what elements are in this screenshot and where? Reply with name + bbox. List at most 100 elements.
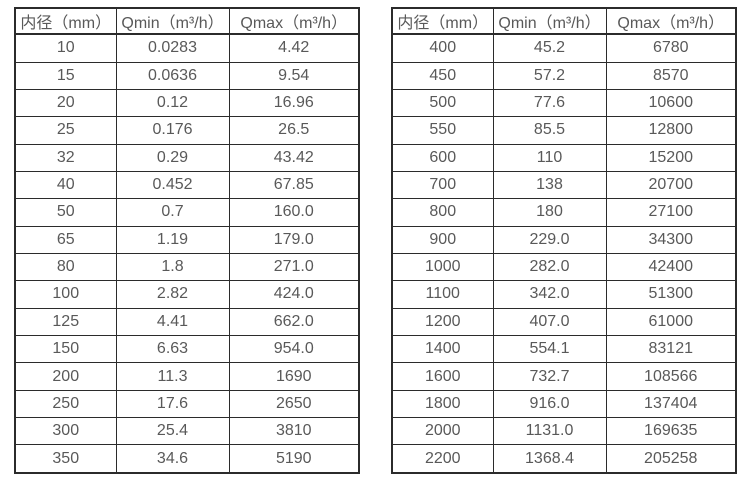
table-cell: 85.5 (492, 116, 607, 145)
table-row: 900 229.0 34300 (391, 225, 737, 254)
table-cell: 15 (14, 61, 117, 90)
table-cell: 27100 (605, 198, 737, 227)
table-cell: 0.0636 (115, 61, 230, 90)
header-row: 内径（mm） Qmin（m³/h） Qmax（m³/h） (14, 7, 360, 35)
table-row: 150 6.63 954.0 (14, 334, 360, 364)
table-cell: 77.6 (492, 88, 607, 118)
table-row: 10 0.0283 4.42 (14, 33, 360, 63)
table-cell: 0.7 (115, 198, 230, 227)
table-row: 1000 282.0 42400 (391, 252, 737, 282)
table-row: 1400 554.1 83121 (391, 334, 737, 364)
table-cell: 40 (14, 170, 117, 200)
table-row: 700 138 20700 (391, 170, 737, 200)
column-header: 内径（mm） (14, 7, 117, 35)
table-cell: 600 (391, 143, 494, 172)
table-cell: 1131.0 (492, 417, 607, 446)
table-cell: 26.5 (228, 116, 360, 145)
table-row: 550 85.5 12800 (391, 116, 737, 145)
table-cell: 10 (14, 33, 117, 63)
flow-table-small-diameters: 内径（mm） Qmin（m³/h） Qmax（m³/h） 10 0.0283 4.42 15… (14, 7, 360, 474)
table-cell: 150 (14, 334, 117, 364)
table-cell: 4.42 (228, 33, 360, 63)
table-cell: 800 (391, 198, 494, 227)
table-cell: 45.2 (492, 33, 607, 63)
table-cell: 2200 (391, 444, 494, 474)
table-cell: 50 (14, 198, 117, 227)
table-cell: 1000 (391, 252, 494, 282)
table-cell: 100 (14, 280, 117, 309)
table-cell: 25.4 (115, 417, 230, 446)
table-cell: 160.0 (228, 198, 360, 227)
table-cell: 57.2 (492, 61, 607, 90)
table-cell: 1690 (228, 362, 360, 391)
table-cell: 8570 (605, 61, 737, 90)
table-row: 300 25.4 3810 (14, 417, 360, 446)
table-cell: 900 (391, 225, 494, 254)
table-cell: 250 (14, 389, 117, 419)
table-row: 250 17.6 2650 (14, 389, 360, 419)
table-cell: 700 (391, 170, 494, 200)
table-row: 1100 342.0 51300 (391, 280, 737, 309)
table-cell: 43.42 (228, 143, 360, 172)
table-cell: 4.41 (115, 307, 230, 337)
table-cell: 0.29 (115, 143, 230, 172)
table-cell: 67.85 (228, 170, 360, 200)
table-cell: 61000 (605, 307, 737, 337)
table-cell: 2650 (228, 389, 360, 419)
table-cell: 34300 (605, 225, 737, 254)
table-cell: 80 (14, 252, 117, 282)
table-row: 2200 1368.4 205258 (391, 444, 737, 474)
table-cell: 916.0 (492, 389, 607, 419)
column-header: 内径（mm） (391, 7, 494, 35)
table-row: 350 34.6 5190 (14, 444, 360, 474)
table-cell: 300 (14, 417, 117, 446)
table-cell: 125 (14, 307, 117, 337)
table-row: 450 57.2 8570 (391, 61, 737, 90)
table-row: 100 2.82 424.0 (14, 280, 360, 309)
table-cell: 271.0 (228, 252, 360, 282)
table-cell: 51300 (605, 280, 737, 309)
table-cell: 0.12 (115, 88, 230, 118)
table-cell: 11.3 (115, 362, 230, 391)
flow-table-large-diameters: 内径（mm） Qmin（m³/h） Qmax（m³/h） 400 45.2 6780 450… (391, 7, 737, 474)
table-row: 1200 407.0 61000 (391, 307, 737, 337)
table-cell: 180 (492, 198, 607, 227)
table-row: 800 180 27100 (391, 198, 737, 227)
header-row: 内径（mm） Qmin（m³/h） Qmax（m³/h） (391, 7, 737, 35)
column-header: Qmax（m³/h） (605, 7, 737, 35)
table-cell: 17.6 (115, 389, 230, 419)
table-cell: 1.8 (115, 252, 230, 282)
table-cell: 229.0 (492, 225, 607, 254)
table-cell: 732.7 (492, 362, 607, 391)
table-row: 20 0.12 16.96 (14, 88, 360, 118)
table-cell: 500 (391, 88, 494, 118)
table-cell: 3810 (228, 417, 360, 446)
table-row: 80 1.8 271.0 (14, 252, 360, 282)
table-cell: 42400 (605, 252, 737, 282)
table-cell: 2.82 (115, 280, 230, 309)
column-header: Qmax（m³/h） (228, 7, 360, 35)
table-cell: 407.0 (492, 307, 607, 337)
table-cell: 0.0283 (115, 33, 230, 63)
table-cell: 550 (391, 116, 494, 145)
table-cell: 2000 (391, 417, 494, 446)
table-row: 200 11.3 1690 (14, 362, 360, 391)
table-cell: 1200 (391, 307, 494, 337)
table-cell: 1.19 (115, 225, 230, 254)
table-cell: 20700 (605, 170, 737, 200)
table-cell: 137404 (605, 389, 737, 419)
table-cell: 1800 (391, 389, 494, 419)
column-header: Qmin（m³/h） (492, 7, 607, 35)
table-cell: 34.6 (115, 444, 230, 474)
table-cell: 20 (14, 88, 117, 118)
table-row: 600 110 15200 (391, 143, 737, 172)
table-cell: 108566 (605, 362, 737, 391)
table-row: 125 4.41 662.0 (14, 307, 360, 337)
table-cell: 16.96 (228, 88, 360, 118)
table-row: 2000 1131.0 169635 (391, 417, 737, 446)
table-cell: 15200 (605, 143, 737, 172)
table-cell: 1368.4 (492, 444, 607, 474)
table-cell: 954.0 (228, 334, 360, 364)
table-row: 400 45.2 6780 (391, 33, 737, 63)
table-cell: 138 (492, 170, 607, 200)
